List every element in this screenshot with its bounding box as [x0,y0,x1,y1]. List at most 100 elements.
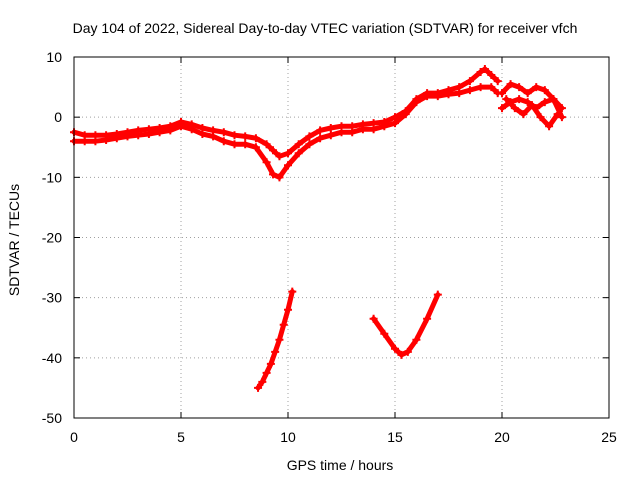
data-point [112,134,121,143]
data-point [254,383,263,392]
data-point [369,125,378,134]
data-point [369,314,378,323]
data-point [391,119,399,128]
data-point [401,110,410,119]
data-point [102,136,111,145]
data-point [412,335,421,344]
data-point [275,335,284,344]
data-point [294,140,303,149]
data-point [433,290,442,299]
data-point [465,86,474,95]
data-point [358,125,367,134]
data-point [403,347,412,356]
data-point [262,158,271,167]
data-point [284,305,292,314]
data-point [187,125,196,134]
data-point [326,123,335,132]
data-point [553,110,562,119]
data-point [262,140,271,149]
data-point [288,287,297,296]
data-point [487,71,496,80]
data-point [515,83,524,92]
data-point [549,95,558,104]
data-point [262,368,271,377]
data-point [380,122,389,131]
data-point [284,149,292,158]
series-late-branch-c [502,95,562,131]
x-tick-label: 10 [280,429,296,445]
data-point [251,143,260,152]
x-tick-label: 5 [177,429,185,445]
data-point [80,137,89,146]
y-tick-label: -20 [42,230,62,246]
data-point [155,128,164,137]
data-point [271,347,280,356]
x-tick-label: 20 [494,429,510,445]
data-point [540,86,549,95]
data-point [476,68,485,77]
data-point [523,98,532,107]
data-point [209,132,218,141]
data-point [510,104,519,113]
chart-title: Day 104 of 2022, Sidereal Day-to-day VTE… [73,20,578,36]
series-line [71,66,501,159]
data-point [275,173,284,182]
data-point [198,130,207,139]
data-point [230,131,239,140]
data-point [294,149,303,158]
data-series [70,65,566,392]
y-tick-label: 0 [54,109,62,125]
y-tick-label: -30 [42,290,62,306]
data-point [527,101,536,110]
data-point [316,134,325,143]
data-point [519,110,528,119]
data-point [266,359,275,368]
data-point [251,134,260,143]
series-arc-right [369,290,442,359]
data-point [502,95,511,104]
data-point [515,95,524,104]
data-point [536,113,545,122]
data-point [423,314,432,323]
y-tick-label: 10 [46,49,62,65]
data-point [134,131,143,140]
data-point [348,128,357,137]
y-axis-label: SDTVAR / TECUs [6,184,22,296]
data-point [177,122,185,131]
data-point [241,140,250,149]
data-point [219,128,228,137]
data-point [476,83,485,92]
series-line [371,292,441,358]
axis-ticks: 0 5 10 15 20 25 10 0 -10 -20 -30 -40 -50 [42,49,617,445]
data-point [144,130,153,139]
data-point [305,140,314,149]
x-tick-label: 25 [601,429,617,445]
data-point [305,132,314,141]
data-point [166,126,175,135]
data-point [412,98,421,107]
data-point [498,89,506,98]
data-point [284,161,292,170]
data-point [269,146,278,155]
data-point [444,90,453,99]
data-point [465,77,474,86]
data-point [279,320,288,329]
data-point [397,350,406,359]
data-point [219,137,228,146]
data-point [241,132,250,141]
data-point [258,377,267,386]
x-tick-label: 0 [70,429,78,445]
data-point [498,104,506,113]
data-point [391,344,399,353]
data-point [540,98,549,107]
data-point [380,329,389,338]
series-arc-left [254,287,297,392]
y-tick-label: -10 [42,169,62,185]
data-point [326,131,335,140]
data-point [230,140,239,149]
data-point [557,113,566,122]
data-point [455,89,464,98]
y-tick-label: -50 [42,410,62,426]
y-tick-label: -40 [42,350,62,366]
